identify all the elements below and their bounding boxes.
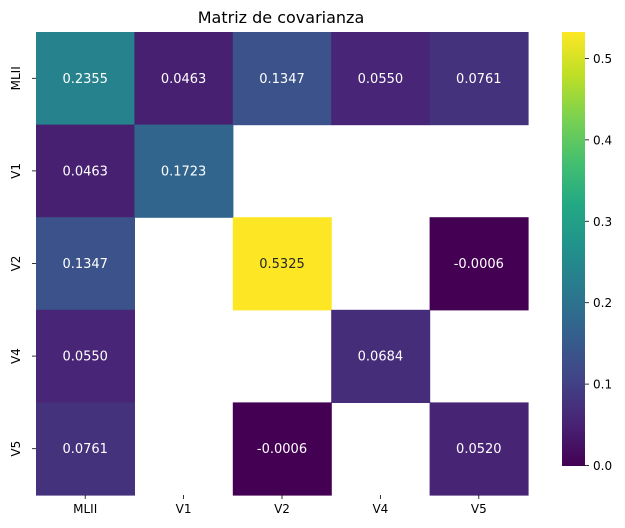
heatmap-cell (134, 32, 234, 126)
cell-value-label: -0.0006 (257, 442, 307, 457)
colorbar-tick-label: 0.5 (593, 52, 612, 66)
column-axis-labels: MLII V1 V2 V4 V5 (73, 495, 487, 516)
chart-title: Matriz de covarianza (198, 8, 365, 27)
heatmap-cell (331, 32, 431, 126)
cell-value-label: 0.0463 (62, 164, 108, 179)
colorbar-ticks: 0.0 0.1 0.2 0.3 0.4 0.5 (585, 52, 612, 473)
cell-value-label: 0.5325 (259, 257, 305, 272)
heatmap-cell (232, 217, 332, 311)
x-tick-label: V5 (471, 502, 487, 516)
cell-value-label: 0.1347 (259, 72, 305, 87)
colorbar-tick-label: 0.4 (593, 133, 612, 147)
x-tick-label: MLII (73, 502, 97, 516)
cell-value-label: 0.0684 (358, 350, 404, 365)
cell-value-label: 0.0761 (456, 72, 502, 87)
y-tick-label: V4 (9, 348, 23, 364)
x-tick-label: V1 (176, 502, 192, 516)
cell-value-label: 0.0463 (161, 72, 207, 87)
cell-value-label: 0.0550 (358, 72, 404, 87)
colorbar (562, 32, 585, 466)
cell-value-label: -0.0006 (454, 257, 504, 272)
y-tick-label: MLII (9, 66, 23, 90)
heatmap-cell (331, 309, 431, 403)
heatmap-cell (429, 217, 529, 311)
heatmap-cells: 0.2355 0.0463 0.1347 0.0550 0.0761 0.0463 0.17… (36, 32, 529, 496)
heatmap-cell (429, 32, 529, 126)
x-tick-label: V2 (274, 502, 290, 516)
heatmap-cell (36, 217, 135, 311)
y-tick-label: V1 (9, 163, 23, 179)
cell-value-label: 0.0520 (456, 442, 502, 457)
cell-value-label: 0.2355 (62, 72, 108, 87)
y-tick-label: V2 (9, 256, 23, 272)
heatmap-cell (36, 309, 135, 403)
row-axis-labels: MLII V1 V2 V4 V5 (9, 66, 36, 457)
colorbar-tick-label: 0.0 (593, 459, 612, 473)
heatmap-cell (232, 402, 332, 496)
cell-value-label: 0.1723 (161, 164, 207, 179)
heatmap-cell (36, 402, 135, 496)
cell-value-label: 0.1347 (62, 257, 108, 272)
heatmap-cell (232, 32, 332, 126)
heatmap-cell (134, 124, 234, 218)
heatmap-cell (429, 402, 529, 496)
y-tick-label: V5 (9, 441, 23, 457)
x-tick-label: V4 (372, 502, 388, 516)
colorbar-tick-label: 0.3 (593, 215, 612, 229)
colorbar-tick-label: 0.2 (593, 296, 612, 310)
heatmap-cell (36, 124, 135, 218)
colorbar-tick-label: 0.1 (593, 378, 612, 392)
cell-value-label: 0.0550 (62, 350, 108, 365)
cell-value-label: 0.0761 (62, 442, 108, 457)
heatmap-cell (36, 32, 135, 126)
